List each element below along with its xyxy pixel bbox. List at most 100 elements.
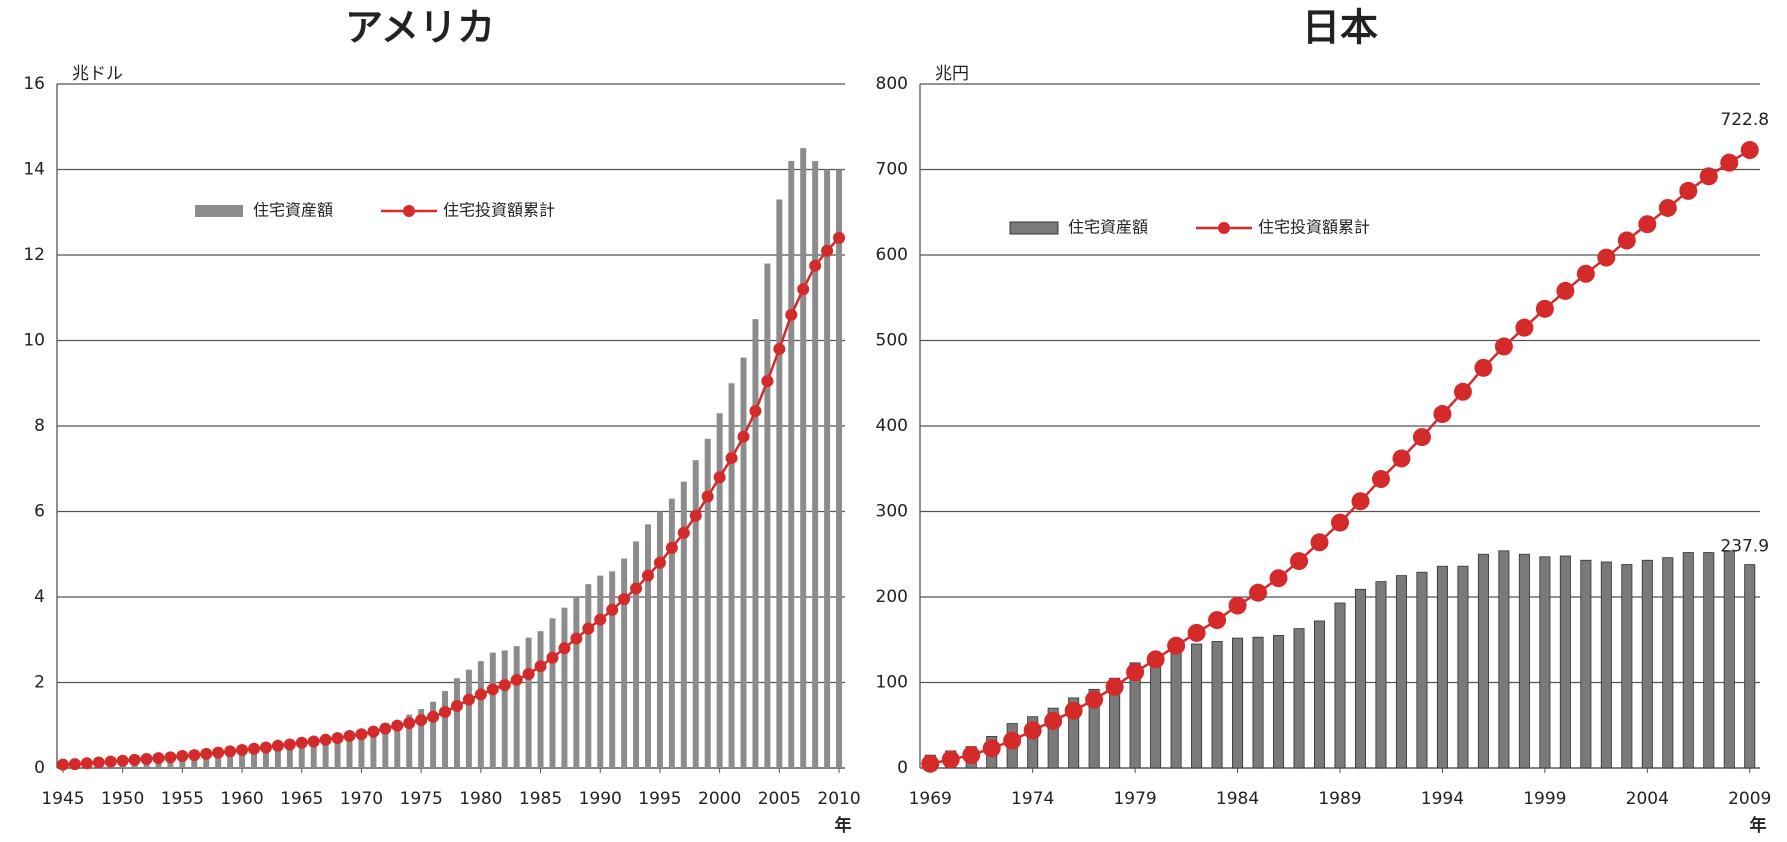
bar <box>1273 635 1285 769</box>
x-tick-label: 2000 <box>698 789 741 809</box>
line-marker <box>1515 318 1534 337</box>
y-tick-label: 6 <box>34 502 45 522</box>
line-marker <box>785 308 798 321</box>
line-marker <box>921 754 940 773</box>
legend-swatch <box>195 205 243 217</box>
line-marker <box>725 452 738 465</box>
bar <box>1395 575 1407 769</box>
line-marker <box>1638 215 1657 234</box>
x-tick-label: 1955 <box>161 789 204 809</box>
bar <box>1703 552 1715 769</box>
bar <box>465 669 472 768</box>
y-tick-label: 16 <box>23 74 45 94</box>
bar <box>489 652 496 768</box>
line-marker <box>1740 141 1759 160</box>
x-tick-label: 1989 <box>1318 789 1361 809</box>
bar <box>274 747 281 768</box>
line-marker <box>1146 650 1165 669</box>
line-marker <box>1290 552 1309 571</box>
line-marker <box>200 747 213 760</box>
x-tick-label: 1990 <box>579 789 622 809</box>
line-marker <box>1699 167 1718 186</box>
line-marker <box>701 490 714 503</box>
bar <box>716 413 723 768</box>
x-tick-label: 1970 <box>340 789 383 809</box>
bar <box>251 749 257 768</box>
bar <box>513 646 520 768</box>
line-marker <box>809 259 822 272</box>
line-marker <box>224 745 237 758</box>
line-marker <box>1392 449 1411 468</box>
line-marker <box>833 231 846 244</box>
x-tick-label: 1985 <box>519 789 562 809</box>
line-marker <box>152 752 165 765</box>
bar <box>788 160 795 768</box>
x-tick-label: 1974 <box>1011 789 1054 809</box>
bar <box>836 169 843 768</box>
bar <box>227 750 234 768</box>
bar <box>1027 716 1039 769</box>
x-tick-label: 1979 <box>1113 789 1156 809</box>
bar <box>1170 647 1182 769</box>
bar <box>1600 561 1612 769</box>
x-tick-label: 1980 <box>459 789 502 809</box>
line-marker <box>474 688 487 701</box>
chart-title: 日本 <box>1302 6 1378 50</box>
legend-swatch <box>1009 221 1059 235</box>
line-marker <box>677 526 690 539</box>
line-marker <box>271 739 284 752</box>
line-marker <box>546 651 559 664</box>
x-tick-label: 1995 <box>638 789 681 809</box>
line-marker <box>68 758 81 771</box>
legend-label: 住宅資産額 <box>253 201 333 220</box>
line-marker <box>1617 231 1636 250</box>
bar <box>1580 559 1592 769</box>
line-marker <box>140 753 153 766</box>
line-marker <box>236 744 249 757</box>
y-tick-label: 300 <box>876 502 908 522</box>
line-marker <box>1679 181 1698 200</box>
chart-title: アメリカ <box>345 6 495 50</box>
line-marker <box>450 700 463 713</box>
x-tick-label: 1965 <box>280 789 323 809</box>
bar <box>597 575 604 768</box>
y-tick-label: 0 <box>897 758 908 778</box>
x-tick-label: 2004 <box>1626 789 1669 809</box>
bar <box>406 714 413 768</box>
y-tick-label: 500 <box>876 331 908 351</box>
line-marker <box>522 667 535 680</box>
bar <box>1641 559 1653 769</box>
line-marker <box>1453 382 1472 401</box>
line-marker <box>1208 611 1227 630</box>
x-tick-label: 2009 <box>1728 789 1771 809</box>
line-marker <box>558 642 571 655</box>
line-marker <box>427 710 440 723</box>
line-marker <box>570 632 583 645</box>
bar <box>692 460 699 768</box>
line-marker <box>1556 281 1575 300</box>
bar <box>1375 581 1387 769</box>
y-tick-label: 800 <box>876 74 908 94</box>
bar <box>537 631 544 768</box>
bar <box>1293 628 1305 769</box>
line-marker <box>1720 153 1739 172</box>
bar <box>418 709 425 768</box>
line-marker <box>80 757 93 770</box>
line-marker <box>439 705 452 718</box>
line-marker <box>1003 731 1022 750</box>
line-marker <box>176 750 189 763</box>
bar <box>1682 552 1694 769</box>
bar <box>561 607 568 768</box>
x-tick-label: 1994 <box>1421 789 1464 809</box>
y-tick-label: 700 <box>876 160 908 180</box>
x-axis-label: 年 <box>835 815 852 836</box>
line-marker <box>212 746 225 759</box>
bar <box>1539 556 1551 769</box>
bar <box>334 738 341 768</box>
line-marker <box>1249 583 1268 602</box>
y-unit: 兆円 <box>935 64 969 84</box>
line-marker <box>1494 337 1513 356</box>
line-marker <box>283 738 296 751</box>
bar <box>776 199 783 769</box>
bar <box>573 597 580 768</box>
